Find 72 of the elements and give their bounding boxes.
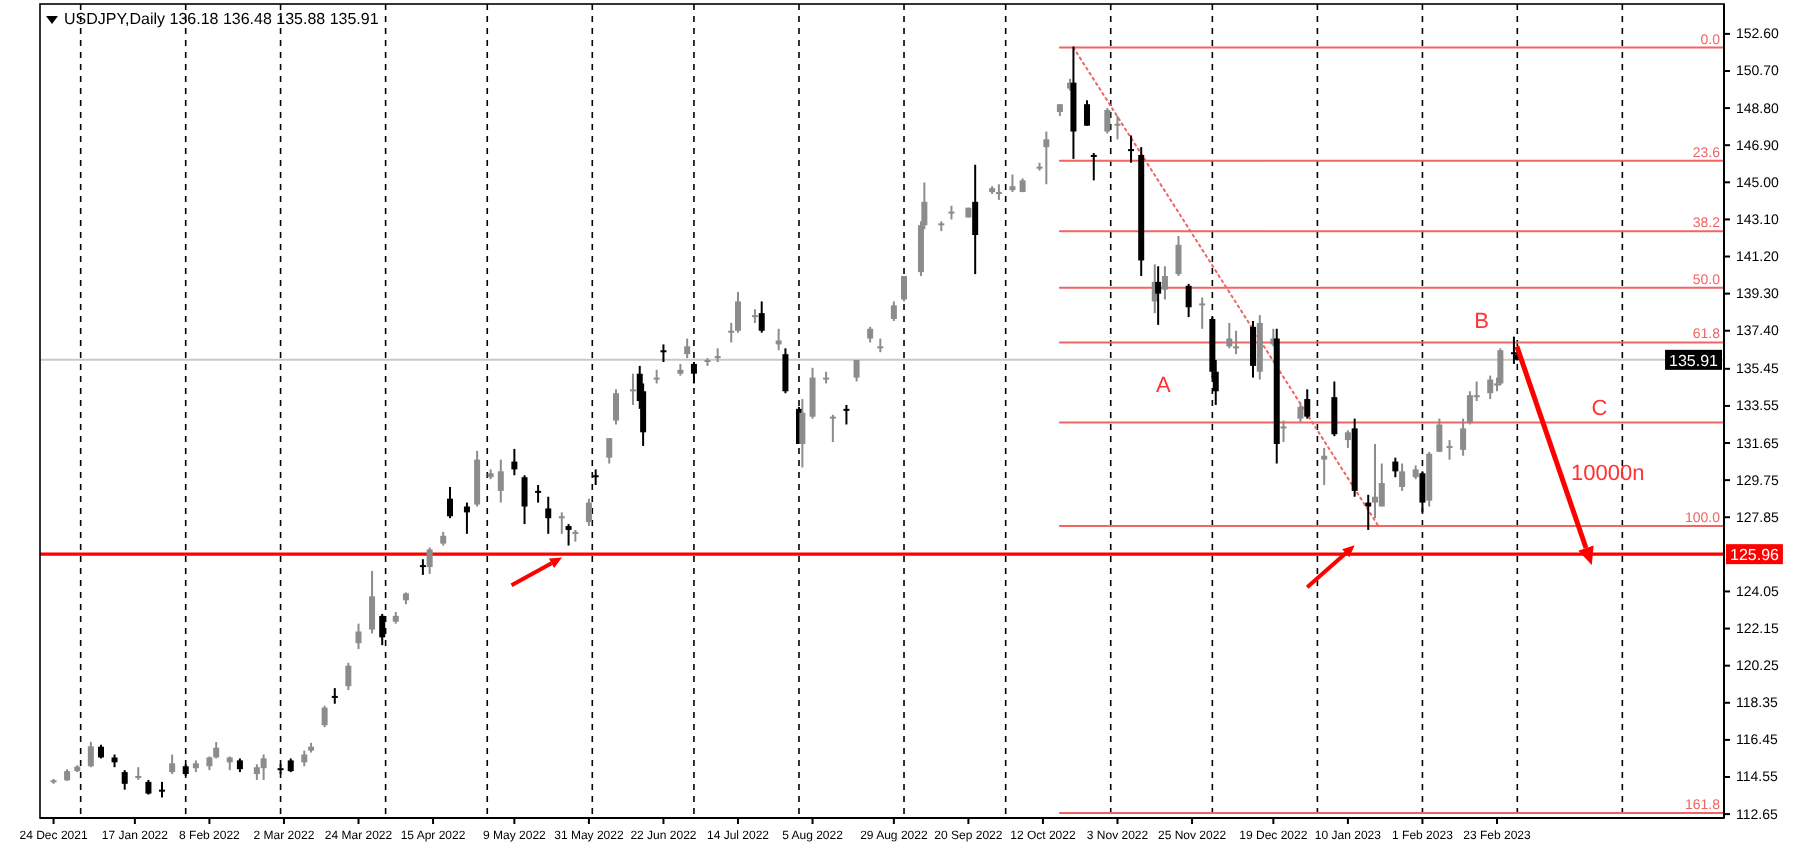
candlestick (474, 449, 481, 508)
candlestick (890, 300, 897, 322)
candlestick (1321, 446, 1328, 487)
candlestick (1083, 99, 1090, 127)
candlestick (565, 523, 572, 547)
candlestick (843, 403, 850, 426)
candlestick (1436, 417, 1443, 453)
candlestick (1155, 265, 1162, 326)
candlestick (355, 622, 362, 651)
ref-line-label: 125.96 (1730, 546, 1781, 565)
candlestick (1497, 347, 1504, 387)
candlestick (735, 291, 741, 334)
candlestick (1114, 114, 1121, 141)
candlestick (1399, 462, 1406, 492)
candlestick (260, 753, 267, 781)
candlestick (419, 558, 426, 576)
candlestick (613, 388, 620, 426)
candlestick (331, 687, 338, 705)
candlestick (1185, 282, 1192, 319)
candlestick (1161, 265, 1168, 301)
candlestick (901, 275, 908, 303)
candlestick (1250, 319, 1257, 379)
candlestick (1128, 134, 1135, 164)
candlestick (558, 511, 565, 535)
candlestick (782, 347, 789, 395)
candlestick (321, 704, 328, 729)
candlestick (87, 740, 94, 769)
candlestick (345, 661, 352, 692)
candlestick (545, 495, 552, 535)
candlestick (1104, 107, 1111, 135)
candlestick (1372, 443, 1378, 520)
candlestick (521, 474, 528, 526)
candlestick (995, 183, 1002, 201)
candlestick (809, 366, 816, 420)
candlestick (369, 569, 376, 635)
annotation: 10000n (1571, 462, 1645, 487)
candlestick (1331, 380, 1338, 438)
candlestick (1199, 296, 1206, 330)
candlestick (1297, 401, 1304, 424)
annotation: C (1591, 396, 1608, 421)
candlestick (426, 546, 433, 575)
candlestick (606, 437, 613, 465)
candlestick (446, 485, 453, 520)
annotation: B (1474, 309, 1489, 334)
candlestick (629, 372, 636, 406)
candlestick (585, 497, 592, 528)
candlestick (1426, 450, 1433, 508)
candlestick (169, 753, 176, 776)
candlestick (1280, 419, 1287, 444)
annotation: A (1155, 374, 1172, 399)
candlestick (853, 359, 860, 383)
candlestick (1365, 493, 1372, 531)
candlestick (690, 360, 697, 385)
candlestick (660, 343, 667, 363)
candlestick (1233, 329, 1240, 356)
candlestick (1090, 152, 1097, 182)
candlestick (972, 163, 979, 276)
candlestick (1175, 235, 1182, 278)
chart-title: USDJPY,Daily 136.18 136.48 135.88 135.91 (64, 10, 380, 28)
candlestick (1392, 456, 1399, 479)
candlestick (829, 413, 836, 444)
candlestick (1487, 374, 1494, 401)
candlestick (1304, 388, 1311, 420)
candlestick (497, 458, 504, 504)
ref-line-label: 135.91 (1669, 351, 1720, 370)
candlestick (775, 327, 782, 352)
candlestick (1043, 130, 1050, 186)
candlestick (1446, 439, 1453, 461)
candlestick (535, 484, 542, 504)
candlestick (758, 300, 765, 334)
candlestick (121, 769, 128, 791)
candlestick (684, 337, 691, 360)
